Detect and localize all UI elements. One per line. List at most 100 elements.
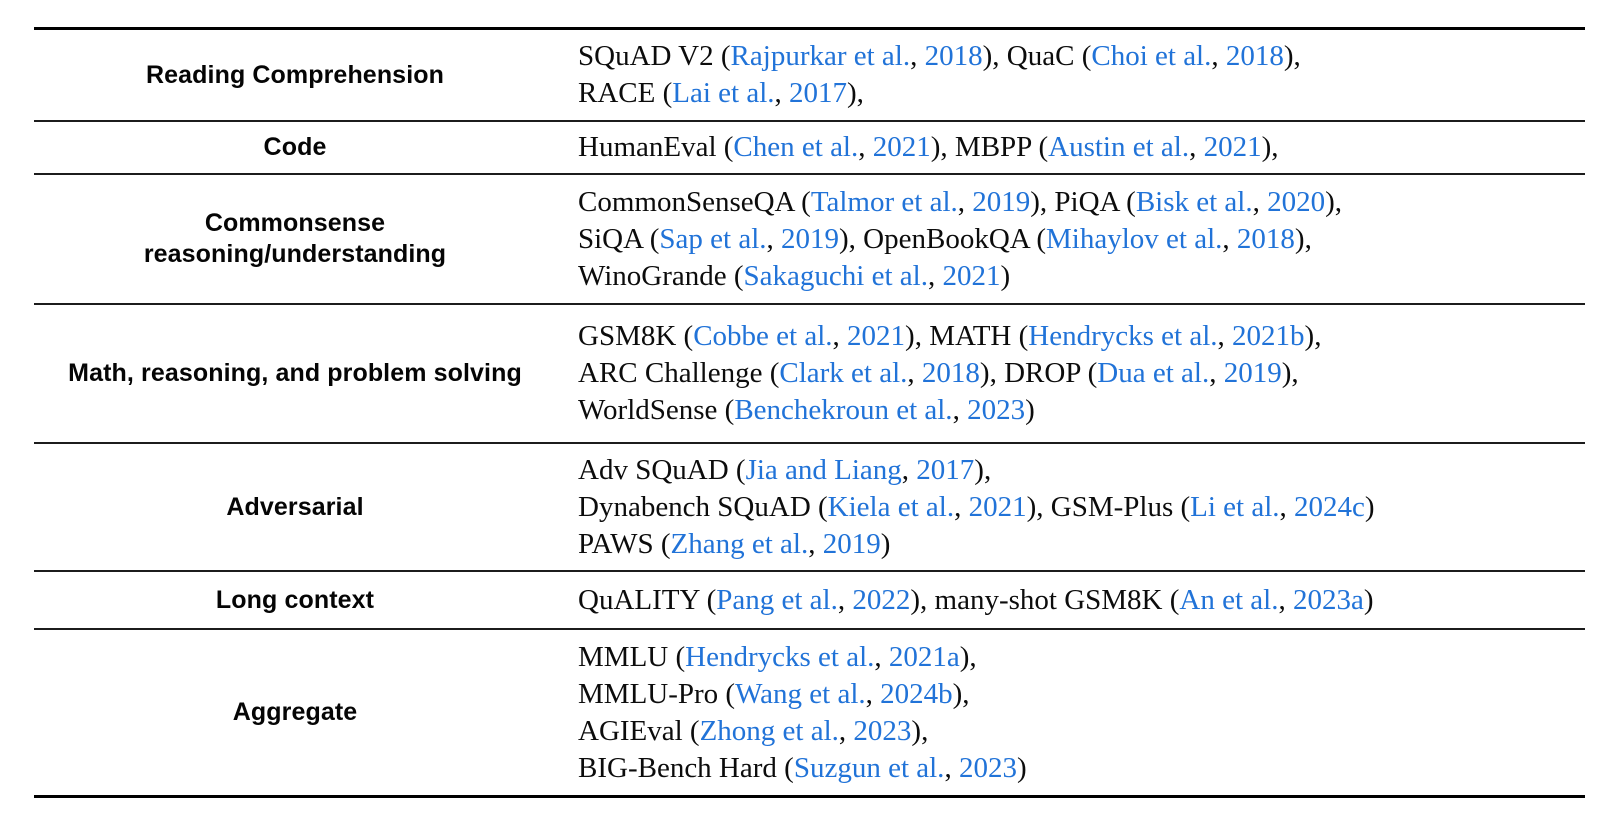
citation-link[interactable]: Kiela et al. bbox=[827, 490, 955, 523]
citation-link[interactable]: 2024c bbox=[1294, 490, 1365, 523]
benchmark-text: ), bbox=[1261, 131, 1279, 163]
benchmark-text: , bbox=[1252, 185, 1268, 218]
benchmark-line: CommonSenseQA (Talmor et al., 2019), PiQ… bbox=[578, 184, 1579, 221]
citation-link[interactable]: 2022 bbox=[852, 583, 911, 616]
benchmark-text: ) bbox=[1025, 394, 1035, 426]
citation-link[interactable]: Mihaylov et al. bbox=[1046, 222, 1223, 255]
citation-link[interactable]: 2023 bbox=[853, 714, 912, 747]
citation-link[interactable]: 2023 bbox=[967, 394, 1026, 426]
benchmark-text: ) bbox=[880, 527, 891, 560]
benchmark-text: , bbox=[774, 77, 790, 109]
benchmark-text: ), bbox=[1304, 320, 1322, 352]
benchmark-text: ) bbox=[1364, 490, 1375, 523]
benchmark-text: SQuAD V2 ( bbox=[578, 40, 731, 72]
citation-link[interactable]: Austin et al. bbox=[1048, 131, 1190, 163]
citation-link[interactable]: Suzgun et al. bbox=[793, 751, 945, 784]
benchmark-text: , bbox=[837, 583, 853, 616]
citation-link[interactable]: 2018 bbox=[1236, 222, 1295, 255]
category-cell: Adversarial bbox=[34, 492, 556, 523]
citation-link[interactable]: 2018 bbox=[921, 357, 980, 389]
category-label: Aggregate bbox=[232, 698, 358, 726]
citation-link[interactable]: Choi et al. bbox=[1091, 40, 1212, 72]
table-row: Math, reasoning, and problem solving GSM8… bbox=[34, 303, 1585, 442]
benchmark-text: AGIEval ( bbox=[578, 714, 700, 747]
citation-link[interactable]: 2023a bbox=[1292, 583, 1364, 616]
citation-link[interactable]: 2019 bbox=[822, 527, 881, 560]
category-label: Long context bbox=[215, 585, 375, 614]
citation-link[interactable]: 2020 bbox=[1267, 185, 1326, 218]
citation-link[interactable]: Talmor et al. bbox=[810, 185, 958, 218]
citation-link[interactable]: An et al. bbox=[1179, 583, 1279, 616]
citation-link[interactable]: Hendrycks et al. bbox=[685, 640, 875, 673]
benchmark-text: , bbox=[901, 453, 917, 486]
benchmark-text: ), bbox=[847, 77, 864, 109]
benchmark-text: , bbox=[838, 714, 854, 747]
table-row: Long context QuALITY (Pang et al., 2022),… bbox=[34, 570, 1585, 628]
citation-link[interactable]: 2021 bbox=[968, 490, 1027, 523]
benchmark-text: , bbox=[1222, 222, 1237, 255]
benchmarks-cell: CommonSenseQA (Talmor et al., 2019), PiQ… bbox=[556, 178, 1585, 301]
citation-link[interactable]: 2021 bbox=[847, 320, 906, 352]
benchmark-text: ), GSM-Plus ( bbox=[1026, 490, 1191, 523]
benchmark-text: QuALITY ( bbox=[578, 583, 717, 616]
benchmark-text: PAWS ( bbox=[578, 527, 671, 560]
benchmark-line: Adv SQuAD (Jia and Liang, 2017), bbox=[578, 452, 1579, 489]
citation-link[interactable]: 2021 bbox=[1203, 131, 1262, 163]
citation-link[interactable]: Chen et al. bbox=[733, 131, 859, 163]
citation-link[interactable]: Clark et al. bbox=[779, 357, 908, 389]
benchmark-text: , bbox=[910, 40, 925, 72]
citation-link[interactable]: 2018 bbox=[924, 40, 983, 72]
benchmark-text: SiQA ( bbox=[578, 222, 660, 255]
citation-link[interactable]: Lai et al. bbox=[672, 77, 775, 109]
citation-link[interactable]: Li et al. bbox=[1190, 490, 1280, 523]
category-label: Reading Comprehension bbox=[146, 60, 444, 89]
citation-link[interactable]: Benchekroun et al. bbox=[734, 394, 953, 426]
benchmark-line: WinoGrande (Sakaguchi et al., 2021) bbox=[578, 258, 1579, 295]
citation-link[interactable]: 2021 bbox=[942, 259, 1001, 292]
citation-link[interactable]: 2023 bbox=[958, 751, 1017, 784]
citation-link[interactable]: Hendrycks et al. bbox=[1028, 320, 1218, 352]
benchmarks-cell: MMLU (Hendrycks et al., 2021a), MMLU-Pro … bbox=[556, 633, 1585, 793]
citation-link[interactable]: Dua et al. bbox=[1097, 357, 1210, 389]
citation-link[interactable]: Zhong et al. bbox=[699, 714, 839, 747]
category-label: Math, reasoning, and problem solving bbox=[68, 359, 522, 387]
benchmark-text: BIG-Bench Hard ( bbox=[578, 751, 794, 784]
benchmark-text: , bbox=[858, 131, 873, 163]
benchmark-text: ), bbox=[1283, 40, 1301, 72]
citation-link[interactable]: Zhang et al. bbox=[670, 527, 809, 560]
citation-link[interactable]: Bisk et al. bbox=[1135, 185, 1253, 218]
citation-link[interactable]: Jia and Liang bbox=[745, 453, 902, 486]
benchmark-line: GSM8K (Cobbe et al., 2021), MATH (Hendry… bbox=[578, 318, 1579, 355]
citation-link[interactable]: Cobbe et al. bbox=[693, 320, 833, 352]
category-label: Code bbox=[263, 133, 327, 161]
citation-link[interactable]: 2024b bbox=[880, 677, 953, 710]
benchmark-line: MMLU (Hendrycks et al., 2021a), bbox=[578, 639, 1579, 676]
benchmark-line: QuALITY (Pang et al., 2022), many-shot G… bbox=[578, 582, 1579, 619]
citation-link[interactable]: 2019 bbox=[972, 185, 1031, 218]
citation-link[interactable]: 2021b bbox=[1232, 320, 1305, 352]
citation-link[interactable]: Pang et al. bbox=[716, 583, 838, 616]
benchmark-text: ), many-shot GSM8K ( bbox=[910, 583, 1180, 616]
category-cell: Reading Comprehension bbox=[34, 60, 556, 91]
benchmark-text: RACE ( bbox=[578, 77, 673, 109]
citation-link[interactable]: 2019 bbox=[781, 222, 839, 255]
benchmark-text: ), OpenBookQA ( bbox=[839, 222, 1047, 255]
citation-link[interactable]: 2021a bbox=[888, 640, 960, 673]
citation-link[interactable]: 2021 bbox=[872, 131, 931, 163]
citation-link[interactable]: Wang et al. bbox=[735, 677, 866, 710]
citation-link[interactable]: 2018 bbox=[1225, 40, 1284, 72]
benchmark-line: AGIEval (Zhong et al., 2023), bbox=[578, 713, 1579, 750]
benchmark-text: , bbox=[1209, 357, 1224, 389]
citation-link[interactable]: 2017 bbox=[916, 453, 975, 486]
citation-link[interactable]: Sap et al. bbox=[659, 222, 767, 255]
citation-link[interactable]: Rajpurkar et al. bbox=[730, 40, 911, 72]
benchmark-text: ), PiQA ( bbox=[1030, 185, 1136, 218]
benchmark-text: MMLU ( bbox=[578, 640, 686, 673]
citation-link[interactable]: 2019 bbox=[1223, 357, 1282, 389]
benchmark-text: , bbox=[952, 394, 968, 426]
citation-link[interactable]: Sakaguchi et al. bbox=[743, 259, 928, 292]
citation-link[interactable]: 2017 bbox=[789, 77, 848, 109]
category-cell: Long context bbox=[34, 585, 556, 616]
benchmark-text: ), bbox=[1281, 357, 1299, 389]
benchmark-text: WorldSense ( bbox=[578, 394, 735, 426]
